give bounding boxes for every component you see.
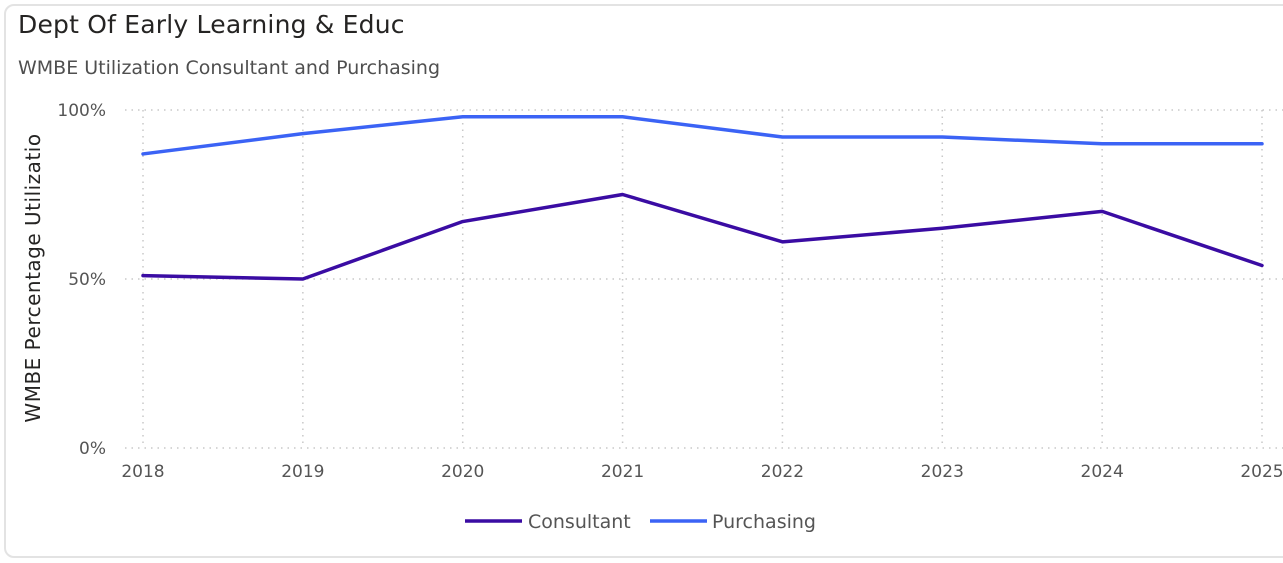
y-tick-label: 50% xyxy=(68,270,106,290)
x-tick-label: 2019 xyxy=(281,462,324,482)
tick-layer: 0% 50% 100% 2018 2019 2020 2021 2022 2023 2024 202… xyxy=(57,101,1283,482)
y-axis-title: WMBE Percentage Utilizatio xyxy=(21,133,45,422)
x-tick-label: 2020 xyxy=(441,462,484,482)
legend: Consultant Purchasing xyxy=(465,511,816,533)
legend-item-purchasing[interactable]: Purchasing xyxy=(650,511,816,533)
y-tick-label: 0% xyxy=(79,439,106,459)
chart-title: Dept Of Early Learning & Educ xyxy=(18,10,405,39)
x-tick-label: 2025 xyxy=(1240,462,1283,482)
series-layer xyxy=(141,115,1264,281)
x-tick-label: 2018 xyxy=(121,462,164,482)
legend-item-consultant[interactable]: Consultant xyxy=(465,511,631,533)
series-line-purchasing[interactable] xyxy=(141,115,1264,156)
x-tick-label: 2024 xyxy=(1081,462,1124,482)
chart-card xyxy=(4,4,1283,558)
x-tick-label: 2023 xyxy=(921,462,964,482)
chart-subtitle: WMBE Utilization Consultant and Purchasi… xyxy=(18,57,441,79)
series-line-consultant[interactable] xyxy=(141,192,1264,281)
x-tick-label: 2021 xyxy=(601,462,644,482)
x-tick-label: 2022 xyxy=(761,462,804,482)
legend-label: Consultant xyxy=(528,511,631,533)
y-tick-label: 100% xyxy=(57,101,106,121)
legend-label: Purchasing xyxy=(712,511,816,533)
